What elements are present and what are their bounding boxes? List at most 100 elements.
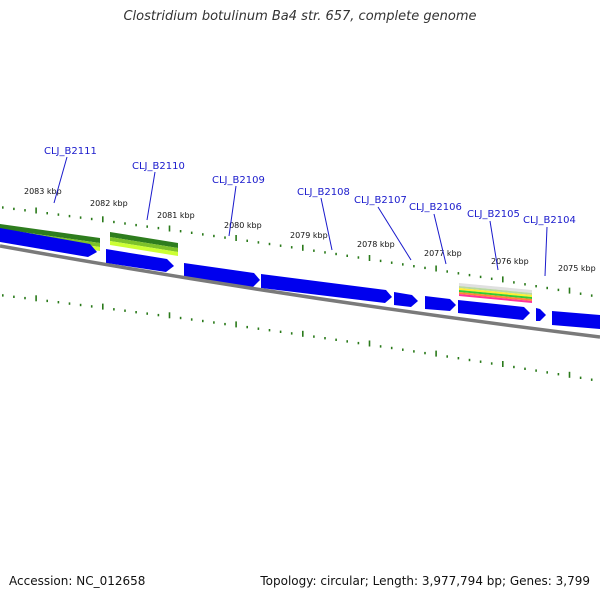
minor-tick <box>313 249 315 252</box>
minor-tick <box>202 319 204 323</box>
minor-tick <box>590 378 593 381</box>
minor-tick <box>13 207 15 211</box>
kbp-label: 2075 kbp <box>558 264 596 273</box>
gene-leader-line <box>433 213 447 265</box>
minor-tick <box>2 206 4 209</box>
minor-tick <box>90 217 93 221</box>
gene-label[interactable]: CLJ_B2110 <box>132 161 185 172</box>
gene-arrow[interactable] <box>184 263 260 287</box>
minor-tick <box>124 309 126 312</box>
accession-text: Accession: NC_012658 <box>9 574 146 588</box>
gene-label[interactable]: CLJ_B2106 <box>409 202 462 213</box>
major-tick <box>502 276 504 283</box>
minor-tick <box>479 275 482 279</box>
minor-tick <box>224 236 226 239</box>
kbp-axis-labels: 2083 kbp 2082 kbp 2081 kbp 2080 kbp 2079… <box>24 187 596 273</box>
minor-tick <box>490 362 493 365</box>
gene-label[interactable]: CLJ_B2107 <box>354 195 407 206</box>
minor-tick <box>424 266 426 270</box>
minor-tick <box>246 239 248 242</box>
minor-tick <box>346 254 348 257</box>
gene-arrow[interactable] <box>261 274 392 303</box>
minor-tick <box>190 231 193 234</box>
major-tick <box>368 255 371 261</box>
genome-summary-text: Topology: circular; Length: 3,977,794 bp… <box>260 574 590 588</box>
minor-tick <box>290 332 293 335</box>
feature-band-3[interactable] <box>459 283 532 303</box>
gene-label[interactable]: CLJ_B2111 <box>44 146 97 157</box>
gene-label-group: CLJ_B2111 CLJ_B2110 CLJ_B2109 CLJ_B2108 … <box>44 146 576 277</box>
minor-tick <box>290 246 293 249</box>
major-tick <box>435 265 437 272</box>
minor-tick <box>157 226 160 230</box>
gene-arrow[interactable] <box>106 249 174 272</box>
kbp-label: 2079 kbp <box>290 231 328 240</box>
major-tick <box>35 295 37 302</box>
gene-label[interactable]: CLJ_B2109 <box>212 175 265 186</box>
minor-tick <box>335 338 337 341</box>
minor-tick <box>413 265 415 268</box>
kbp-label: 2081 kbp <box>157 211 195 220</box>
minor-tick <box>579 292 582 295</box>
minor-tick <box>457 272 460 275</box>
major-tick <box>302 330 304 337</box>
gene-label[interactable]: CLJ_B2108 <box>297 187 350 198</box>
inner-tick-track <box>2 294 593 381</box>
genome-backbone <box>0 244 600 339</box>
minor-tick <box>224 322 226 326</box>
minor-tick <box>513 281 515 284</box>
minor-tick <box>402 348 404 351</box>
gene-arrow[interactable] <box>458 300 530 320</box>
minor-tick <box>513 365 515 369</box>
minor-tick <box>546 286 548 290</box>
minor-tick <box>79 216 82 219</box>
minor-tick <box>257 327 260 330</box>
minor-tick <box>479 360 482 363</box>
minor-tick <box>524 283 526 286</box>
minor-tick <box>357 256 360 259</box>
minor-tick <box>346 340 348 343</box>
minor-tick <box>113 308 115 311</box>
minor-tick <box>279 330 282 333</box>
minor-tick <box>457 357 460 360</box>
feature-band-2[interactable] <box>110 232 178 256</box>
major-tick <box>435 350 437 357</box>
minor-tick <box>590 294 593 297</box>
minor-tick <box>113 220 115 224</box>
minor-tick <box>202 233 204 236</box>
minor-tick <box>357 341 360 345</box>
minor-tick <box>490 277 493 280</box>
gene-arrow[interactable] <box>0 228 97 257</box>
major-tick <box>35 207 37 214</box>
kbp-label: 2077 kbp <box>424 249 462 258</box>
minor-tick <box>535 369 537 372</box>
minor-tick <box>179 316 182 320</box>
minor-tick <box>468 273 471 277</box>
minor-tick <box>468 358 471 362</box>
minor-tick <box>390 346 393 350</box>
minor-tick <box>257 241 260 244</box>
gene-leader-line <box>146 171 156 221</box>
gene-label[interactable]: CLJ_B2104 <box>523 215 576 226</box>
minor-tick <box>13 295 15 298</box>
major-tick <box>502 361 504 367</box>
gene-arrow[interactable] <box>394 292 418 307</box>
gene-leader-line <box>489 220 499 271</box>
minor-tick <box>57 213 60 216</box>
minor-tick <box>446 270 448 273</box>
minor-tick <box>557 373 560 376</box>
gene-arrow[interactable] <box>552 311 600 329</box>
major-tick <box>568 371 571 378</box>
gene-label[interactable]: CLJ_B2105 <box>467 209 520 220</box>
minor-tick <box>179 230 182 233</box>
minor-tick <box>402 263 404 266</box>
gene-arrow[interactable] <box>536 308 546 321</box>
minor-tick <box>79 303 82 307</box>
minor-tick <box>424 351 426 355</box>
minor-tick <box>90 305 93 308</box>
major-tick <box>102 303 104 310</box>
minor-tick <box>24 296 26 300</box>
gene-arrow[interactable] <box>425 296 456 311</box>
minor-tick <box>24 209 26 212</box>
